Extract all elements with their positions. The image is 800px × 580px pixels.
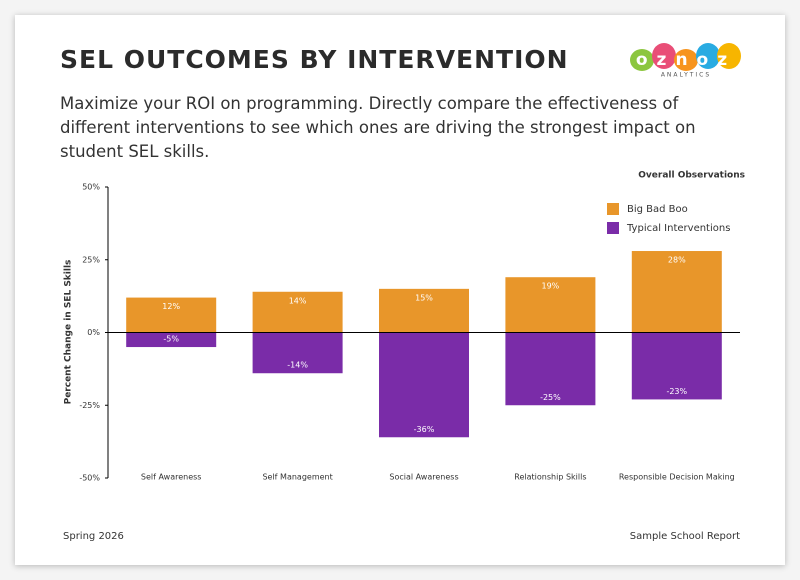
bar <box>631 251 722 333</box>
bar <box>505 332 596 406</box>
bar <box>126 297 217 333</box>
x-tick-label: Responsible Decision Making <box>619 473 735 482</box>
legend-swatch <box>607 203 619 215</box>
y-axis-label: Percent Change in SEL Skills <box>64 260 74 405</box>
value-label: -14% <box>287 361 308 370</box>
value-label: -23% <box>666 387 687 396</box>
bar <box>252 332 343 374</box>
value-label: -25% <box>540 393 561 402</box>
logo: oznoz ANALYTICS <box>630 43 741 79</box>
value-label: -5% <box>163 335 179 344</box>
x-tick-label: Self Awareness <box>141 473 202 482</box>
legend-label: Typical Interventions <box>626 223 730 234</box>
value-label: 14% <box>289 296 307 305</box>
value-label: 28% <box>668 256 686 265</box>
value-label: 15% <box>415 293 433 302</box>
bar <box>379 288 469 333</box>
legend-label: Big Bad Boo <box>627 204 688 215</box>
y-tick-label: -25% <box>79 401 100 410</box>
y-tick-label: 50% <box>82 183 100 192</box>
footer-left: Spring 2026 <box>63 531 124 542</box>
report-title: SEL OUTCOMES BY INTERVENTION <box>60 45 569 74</box>
footer-right: Sample School Report <box>630 531 740 542</box>
report-subtitle: Maximize your ROI on programming. Direct… <box>60 94 696 161</box>
bar <box>252 291 343 333</box>
bar <box>505 277 596 333</box>
bar <box>631 332 722 400</box>
bar <box>379 332 469 438</box>
y-tick-label: 25% <box>82 255 100 264</box>
x-tick-label: Self Management <box>262 473 332 482</box>
x-tick-label: Social Awareness <box>389 473 458 482</box>
value-label: -36% <box>414 425 435 434</box>
value-label: 12% <box>162 302 180 311</box>
logo-text: oznoz <box>636 50 736 70</box>
chart-title: Overall Observations <box>638 171 745 181</box>
value-label: 19% <box>542 282 560 291</box>
x-tick-label: Relationship Skills <box>514 473 586 482</box>
legend-swatch <box>607 222 619 234</box>
y-tick-label: -50% <box>79 474 100 483</box>
logo-caption: ANALYTICS <box>661 72 711 79</box>
bar <box>126 332 217 348</box>
y-tick-label: 0% <box>87 328 100 337</box>
